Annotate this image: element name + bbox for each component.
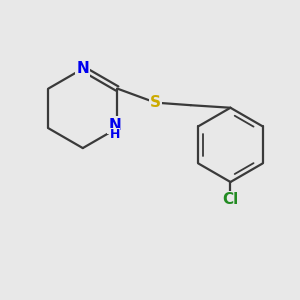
Text: N: N: [76, 61, 89, 76]
Text: N: N: [108, 118, 121, 133]
Text: Cl: Cl: [222, 192, 239, 207]
Text: H: H: [110, 128, 120, 141]
Text: S: S: [150, 95, 161, 110]
